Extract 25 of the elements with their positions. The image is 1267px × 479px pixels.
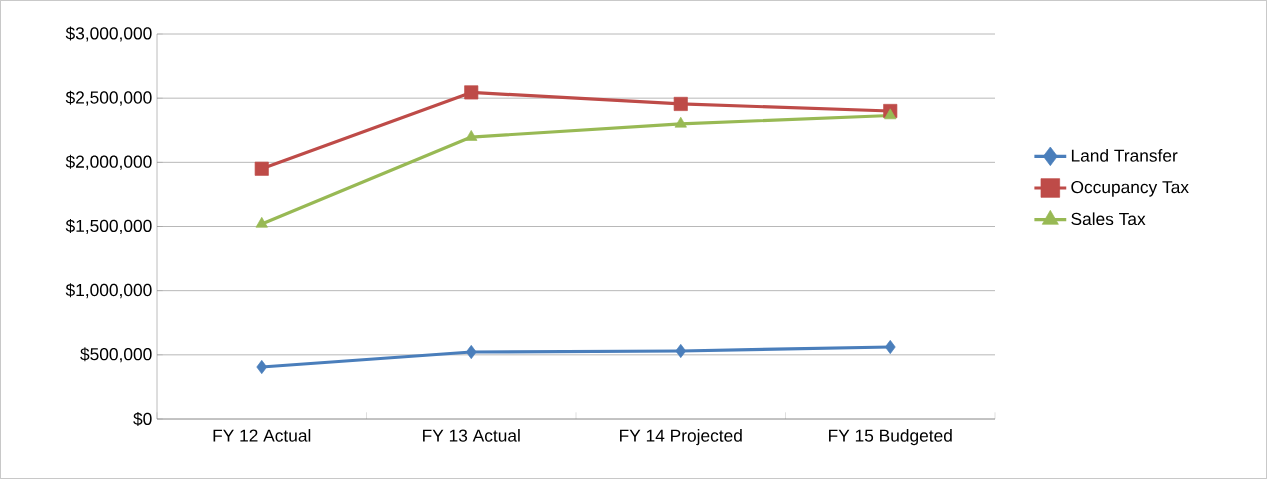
point	[884, 340, 896, 355]
point	[255, 216, 268, 228]
x-tick-label: FY 14 Projected	[620, 429, 742, 446]
x-tick-label: FY 13 Actual	[423, 429, 520, 442]
point	[254, 161, 269, 176]
y-tick-label: $2,000,000	[65, 154, 152, 170]
y-tick-label: $1,000,000	[65, 283, 152, 299]
y-tick-label: $0	[133, 411, 152, 427]
point	[465, 345, 477, 360]
y-tick-label: $1,500,000	[65, 218, 152, 235]
legend-label: Occupancy Tax	[1071, 180, 1189, 197]
y-tick-label: $3,000,000	[65, 26, 152, 42]
legend-label: Sales Tax	[1071, 212, 1146, 226]
y-tick-label: $2,500,000	[65, 90, 152, 106]
legend-label: Land Transfer	[1071, 149, 1178, 162]
point	[884, 108, 897, 120]
point	[674, 116, 687, 128]
point	[464, 85, 479, 100]
x-tick-label: FY 15 Budgeted	[829, 429, 952, 446]
point	[673, 96, 688, 111]
point	[256, 360, 268, 375]
y-tick-label: $500,000	[80, 347, 152, 363]
x-tick-label: FY 12 Actual	[213, 429, 311, 442]
point	[465, 130, 478, 141]
point	[675, 343, 687, 358]
